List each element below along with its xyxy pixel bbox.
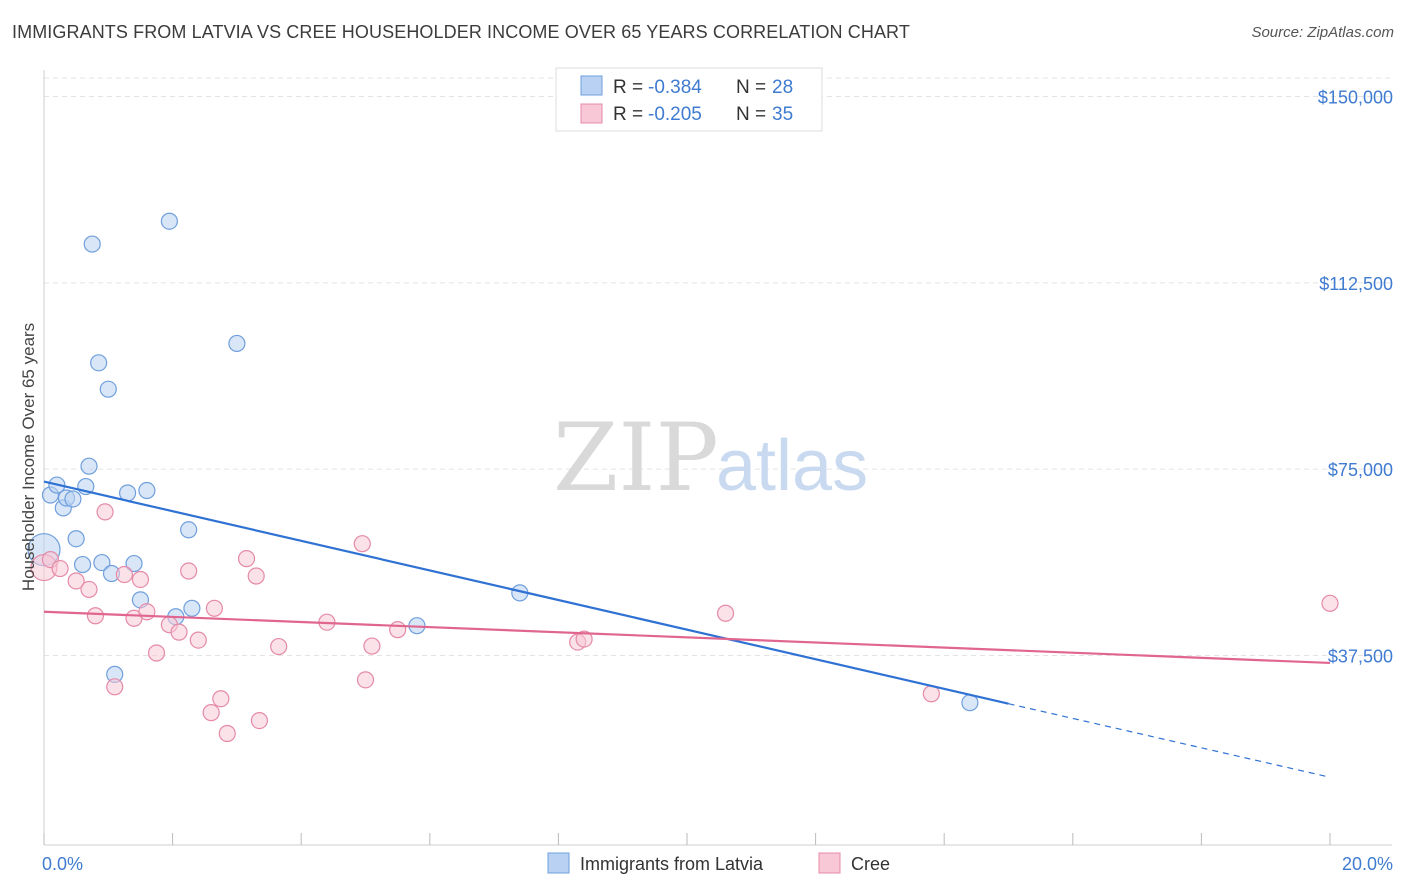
latvia-legend-swatch xyxy=(580,75,603,96)
latvia-r-value: -0.384 xyxy=(648,77,702,98)
cree-point xyxy=(356,671,375,689)
cree-point xyxy=(147,644,166,662)
series-legend-latvia-label: Immigrants from Latvia xyxy=(580,854,764,874)
cree-point xyxy=(115,565,133,584)
cree-point xyxy=(170,623,188,641)
y-tick-label: $75,000 xyxy=(1328,460,1393,480)
latvia-n-value: 28 xyxy=(772,77,793,98)
cree-point xyxy=(250,711,269,730)
cree-point xyxy=(86,607,105,625)
cree-point xyxy=(205,599,223,617)
latvia-points xyxy=(27,212,979,712)
cree-points xyxy=(30,503,1339,743)
cree-point xyxy=(363,637,381,655)
watermark-atlas: atlas xyxy=(716,426,868,506)
cree-r-value: -0.205 xyxy=(648,104,702,125)
latvia-point xyxy=(64,490,82,508)
series-legend-cree-swatch xyxy=(818,852,841,874)
cree-n-label: N = xyxy=(736,104,771,125)
latvia-point xyxy=(93,553,111,572)
y-axis-label: Householder Income Over 65 years xyxy=(19,323,38,591)
cree-point xyxy=(575,630,593,648)
latvia-r-label: R = xyxy=(613,77,648,98)
cree-point xyxy=(389,621,407,639)
axes xyxy=(43,70,1392,846)
latvia-point xyxy=(180,521,198,539)
latvia-point xyxy=(73,555,92,574)
y-tick-label: $112,500 xyxy=(1319,274,1393,294)
cree-point xyxy=(96,503,114,521)
latvia-point xyxy=(67,530,85,548)
cree-point xyxy=(218,724,236,743)
series-legend-latvia-swatch xyxy=(547,852,570,874)
cree-point xyxy=(202,704,220,722)
latvia-point xyxy=(99,380,117,398)
x-tick-marks xyxy=(43,833,1331,845)
cree-trend-line xyxy=(43,610,1331,665)
chart-title: IMMIGRANTS FROM LATVIA VS CREE HOUSEHOLD… xyxy=(12,22,910,42)
x-tick-label-max: 20.0% xyxy=(1342,854,1393,874)
cree-legend-swatch xyxy=(580,103,603,124)
cree-r-label: R = xyxy=(613,104,648,125)
cree-point xyxy=(247,567,265,585)
latvia-trend-line xyxy=(43,480,1009,705)
trend-lines xyxy=(43,480,1331,778)
stats-legend: R = -0.384 N = 28 R = -0.205 N = 35 xyxy=(555,67,823,132)
cree-point xyxy=(180,562,198,580)
y-tick-label: $37,500 xyxy=(1328,647,1393,667)
latvia-point xyxy=(160,212,178,230)
cree-point xyxy=(353,535,371,553)
latvia-point xyxy=(183,599,201,617)
latvia-point xyxy=(90,354,108,372)
cree-point xyxy=(212,690,230,708)
latvia-point xyxy=(228,334,246,353)
series-legend-cree-label: Cree xyxy=(851,854,890,874)
y-tick-label: $150,000 xyxy=(1318,88,1393,108)
watermark: ZIP atlas xyxy=(553,404,868,513)
latvia-point xyxy=(125,554,143,573)
cree-point xyxy=(270,637,288,656)
source-label: Source: ZipAtlas.com xyxy=(1251,24,1394,41)
grid-lines xyxy=(44,77,1392,656)
x-tick-label-min: 0.0% xyxy=(42,854,83,874)
cree-point xyxy=(51,559,69,578)
cree-point xyxy=(237,550,256,568)
cree-point xyxy=(1321,594,1339,612)
cree-point xyxy=(189,631,207,649)
watermark-zip: ZIP xyxy=(553,404,719,513)
latvia-point xyxy=(83,235,101,253)
cree-point xyxy=(716,604,735,622)
cree-point xyxy=(138,603,156,621)
y-tick-labels: $37,500 $75,000 $112,500 $150,000 xyxy=(1318,88,1393,667)
latvia-point xyxy=(80,457,98,475)
series-legend: Immigrants from Latvia Cree xyxy=(547,852,890,874)
cree-n-value: 35 xyxy=(772,104,793,125)
latvia-n-label: N = xyxy=(736,77,771,98)
cree-point xyxy=(67,572,85,590)
cree-point xyxy=(131,570,150,589)
cree-point xyxy=(106,678,124,696)
cree-point xyxy=(80,580,98,599)
latvia-trend-extension xyxy=(1008,703,1331,778)
latvia-point xyxy=(138,481,156,500)
